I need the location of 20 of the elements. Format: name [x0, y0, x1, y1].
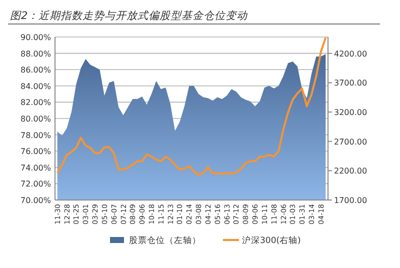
y2-tick-label: 3700.00: [334, 78, 368, 88]
y-tick-label: 80.00%: [20, 114, 52, 124]
y2-tick-label: 2200.00: [334, 166, 368, 176]
chart-title: 图2：近期指数走势与开放式偏股型基金仓位变动: [10, 10, 249, 22]
y-tick-label: 70.00%: [20, 196, 52, 205]
legend-label: 沪深300(右轴): [242, 235, 301, 246]
y2-tick-label: 2700.00: [334, 137, 368, 146]
y2-tick-label: 4200.00: [334, 49, 368, 58]
y-tick-label: 84.00%: [20, 82, 52, 91]
y-tick-label: 82.00%: [20, 98, 52, 108]
y-tick-label: 72.00%: [20, 180, 52, 189]
y-tick-label: 90.00%: [20, 33, 52, 42]
y-tick-label: 78.00%: [20, 130, 52, 140]
y2-tick-label: 3200.00: [334, 108, 368, 118]
y-tick-label: 88.00%: [20, 49, 52, 58]
y-tick-label: 74.00%: [20, 163, 52, 172]
y-tick-label: 86.00%: [20, 66, 52, 75]
legend-label: 股票仓位（左轴）: [129, 235, 201, 246]
y2-tick-label: 1700.00: [334, 196, 368, 205]
y-tick-label: 76.00%: [20, 147, 52, 156]
